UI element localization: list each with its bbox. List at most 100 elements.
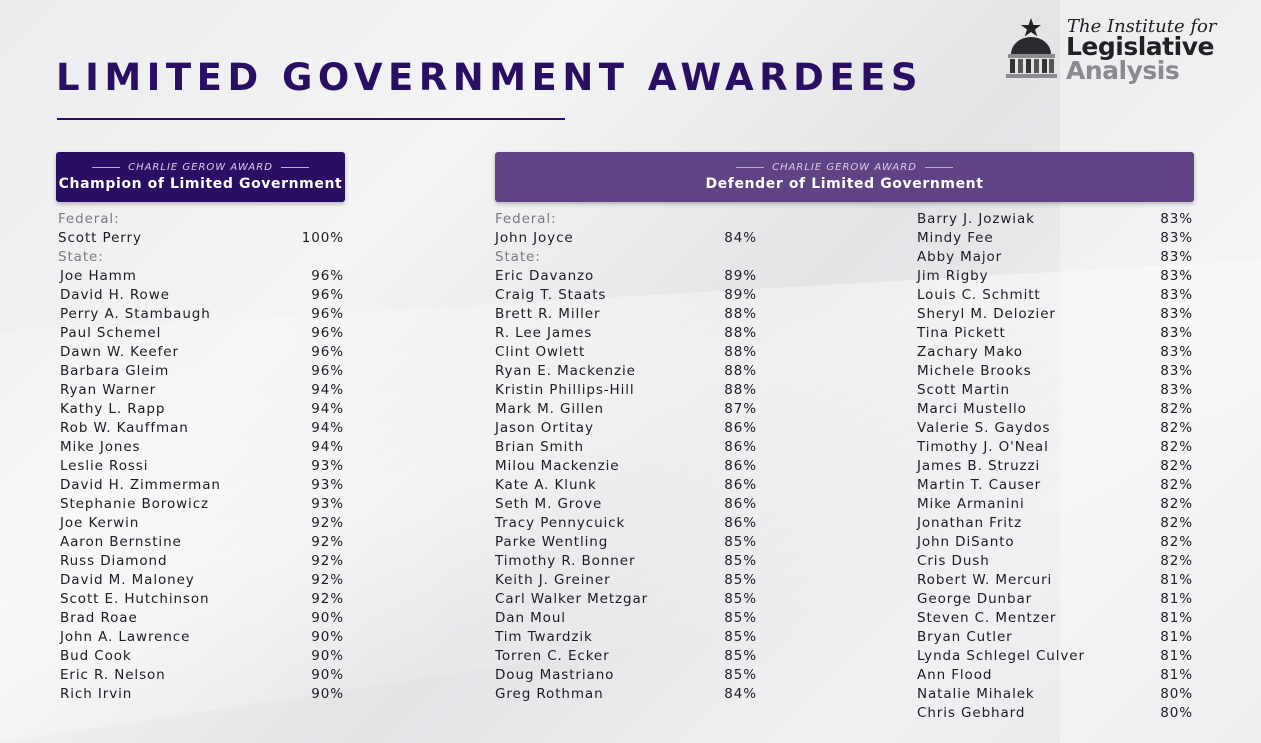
legislator-name: Mike Jones (60, 439, 141, 455)
legislator-score: 81% (1160, 648, 1193, 664)
legislator-name: Steven C. Mentzer (917, 610, 1057, 626)
legislator-row: Natalie Mihalek 80% (917, 685, 1193, 704)
legislator-score: 85% (724, 667, 757, 683)
legislator-name: Tracy Pennycuick (495, 515, 626, 531)
section-label: Federal: (58, 211, 120, 227)
legislator-score: 96% (311, 306, 344, 322)
legislator-score: 94% (311, 420, 344, 436)
legislator-score: 83% (1160, 211, 1193, 227)
legislator-row: Marci Mustello 82% (917, 400, 1193, 419)
legislator-score: 87% (724, 401, 757, 417)
legislator-name: Jonathan Fritz (917, 515, 1023, 531)
legislator-score: 81% (1160, 591, 1193, 607)
legislator-score: 93% (311, 496, 344, 512)
legislator-score: 92% (311, 534, 344, 550)
legislator-row: George Dunbar 81% (917, 590, 1193, 609)
legislator-score: 88% (724, 306, 757, 322)
legislator-name: Doug Mastriano (495, 667, 615, 683)
page-title: LIMITED GOVERNMENT AWARDEES (56, 56, 924, 99)
legislator-score: 96% (311, 325, 344, 341)
legislator-row: Perry A. Stambaugh 96% (58, 305, 344, 324)
champion-list: Federal: Scott Perry 100% State: Joe Hamm 96%… (58, 210, 344, 704)
legislator-name: Stephanie Borowicz (60, 496, 210, 512)
champion-award-banner: CHARLIE GEROW AWARD Champion of Limited … (56, 152, 345, 202)
logo-line1: The Institute for (1067, 16, 1217, 37)
legislator-row: Jim Rigby 83% (917, 267, 1193, 286)
legislator-name: Eric Davanzo (495, 268, 595, 284)
legislator-name: Rich Irvin (60, 686, 133, 702)
legislator-name: Joe Kerwin (60, 515, 140, 531)
legislator-row: John DiSanto 82% (917, 533, 1193, 552)
legislator-name: Cris Dush (917, 553, 990, 569)
legislator-row: Chris Gebhard 80% (917, 704, 1193, 723)
legislator-score: 92% (311, 591, 344, 607)
legislator-name: David H. Zimmerman (60, 477, 221, 493)
legislator-name: Robert W. Mercuri (917, 572, 1053, 588)
legislator-name: John Joyce (495, 230, 574, 246)
legislator-score: 83% (1160, 306, 1193, 322)
legislator-name: Clint Owlett (495, 344, 586, 360)
legislator-name: Mike Armanini (917, 496, 1025, 512)
legislator-name: James B. Struzzi (917, 458, 1041, 474)
legislator-name: Carl Walker Metzgar (495, 591, 649, 607)
champion-award-subtitle: CHARLIE GEROW AWARD (128, 162, 273, 173)
legislator-score: 84% (724, 230, 757, 246)
legislator-name: Lynda Schlegel Culver (917, 648, 1085, 664)
legislator-row: Milou Mackenzie 86% (495, 457, 757, 476)
legislator-score: 85% (724, 610, 757, 626)
legislator-row: Barry J. Jozwiak 83% (917, 210, 1193, 229)
legislator-row: Mike Jones 94% (58, 438, 344, 457)
legislator-score: 85% (724, 629, 757, 645)
legislator-row: Ryan E. Mackenzie 88% (495, 362, 757, 381)
legislator-name: Keith J. Greiner (495, 572, 611, 588)
legislator-score: 93% (311, 458, 344, 474)
legislator-score: 90% (311, 629, 344, 645)
legislator-name: Ryan Warner (60, 382, 157, 398)
legislator-score: 96% (311, 344, 344, 360)
legislator-score: 90% (311, 610, 344, 626)
legislator-row: Brian Smith 86% (495, 438, 757, 457)
legislator-row: James B. Struzzi 82% (917, 457, 1193, 476)
legislator-row: Sheryl M. Delozier 83% (917, 305, 1193, 324)
capitol-dome-icon (1006, 18, 1057, 78)
legislator-row: Carl Walker Metzgar 85% (495, 590, 757, 609)
legislator-row: John A. Lawrence 90% (58, 628, 344, 647)
legislator-name: Scott E. Hutchinson (60, 591, 210, 607)
legislator-score: 88% (724, 325, 757, 341)
legislator-score: 81% (1160, 610, 1193, 626)
legislator-score: 94% (311, 401, 344, 417)
legislator-score: 96% (311, 268, 344, 284)
legislator-score: 86% (724, 515, 757, 531)
legislator-name: Dan Moul (495, 610, 566, 626)
legislator-score: 93% (311, 477, 344, 493)
defender-list: Federal: John Joyce 84% State: Eric Davanzo 8… (495, 210, 757, 704)
legislator-row: Brett R. Miller 88% (495, 305, 757, 324)
legislator-score: 81% (1160, 629, 1193, 645)
legislator-score: 82% (1160, 477, 1193, 493)
legislator-score: 85% (724, 572, 757, 588)
legislator-row: Valerie S. Gaydos 82% (917, 419, 1193, 438)
legislator-score: 86% (724, 496, 757, 512)
legislator-score: 82% (1160, 420, 1193, 436)
legislator-row: Dawn W. Keefer 96% (58, 343, 344, 362)
legislator-row: Seth M. Grove 86% (495, 495, 757, 514)
legislator-score: 85% (724, 648, 757, 664)
legislator-row: Torren C. Ecker 85% (495, 647, 757, 666)
legislator-name: Milou Mackenzie (495, 458, 620, 474)
legislator-name: Mindy Fee (917, 230, 994, 246)
legislator-row: Louis C. Schmitt 83% (917, 286, 1193, 305)
legislator-name: Craig T. Staats (495, 287, 607, 303)
legislator-name: Brad Roae (60, 610, 138, 626)
legislator-row: Paul Schemel 96% (58, 324, 344, 343)
legislator-name: Eric R. Nelson (60, 667, 166, 683)
legislator-row: Keith J. Greiner 85% (495, 571, 757, 590)
legislator-name: Kathy L. Rapp (60, 401, 166, 417)
legislator-score: 83% (1160, 268, 1193, 284)
legislator-row: Kate A. Klunk 86% (495, 476, 757, 495)
legislator-score: 82% (1160, 496, 1193, 512)
section-label: State: (58, 249, 104, 265)
legislator-score: 83% (1160, 382, 1193, 398)
legislator-row: Kathy L. Rapp 94% (58, 400, 344, 419)
legislator-name: Ryan E. Mackenzie (495, 363, 636, 379)
legislator-row: Craig T. Staats 89% (495, 286, 757, 305)
